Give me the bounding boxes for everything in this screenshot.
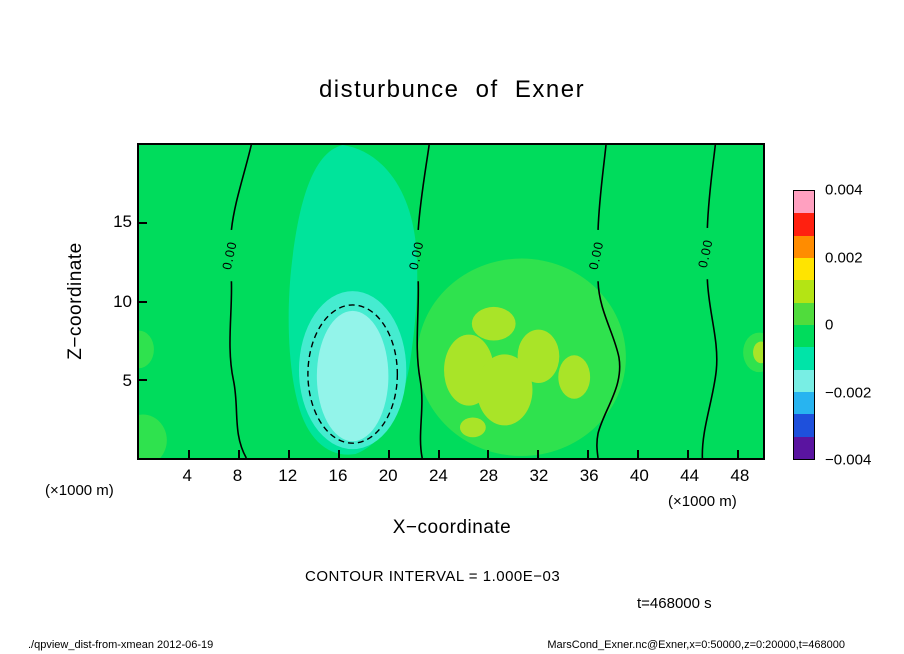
y-axis-tick xyxy=(139,222,147,225)
x-tick-label: 24 xyxy=(428,466,448,485)
zero-contour-label: 0.00 xyxy=(586,240,607,271)
zero-contour-1-upper xyxy=(230,145,253,230)
x-tick-label: 8 xyxy=(232,466,243,485)
y-axis-unit: (×1000 m) xyxy=(45,482,114,499)
x-axis-tick xyxy=(587,450,590,458)
x-tick-label: 44 xyxy=(680,466,700,485)
x-axis-tick xyxy=(387,450,390,458)
positive-patch-blob xyxy=(476,354,533,426)
colorbar-segment xyxy=(794,324,814,348)
x-tick-label: 20 xyxy=(378,466,398,485)
x-tick-labels: 4 8 12 16 20 24 28 32 36 40 44 48 xyxy=(137,466,765,488)
x-axis-tick xyxy=(537,450,540,458)
zero-contour-2-upper xyxy=(417,145,430,230)
x-axis-tick xyxy=(337,450,340,458)
colorbar-tick-label: −0.004 xyxy=(825,451,872,469)
positive-patch-blob xyxy=(517,329,560,383)
x-axis-tick xyxy=(487,450,490,458)
zero-contour-4-lower xyxy=(701,279,718,458)
figure-title: disturbunce of Exner xyxy=(318,76,586,103)
x-axis-tick xyxy=(287,450,290,458)
colorbar xyxy=(793,190,815,460)
colorbar-segment xyxy=(794,213,814,236)
colorbar-segment xyxy=(794,347,814,370)
footer-command-text: ./qpview_dist-from-xmean 2012-06-19 xyxy=(28,639,214,651)
colorbar-segment xyxy=(794,302,814,325)
footer-source-text: MarsCond_Exner.nc@Exner,x=0:50000,z=0:20… xyxy=(547,639,845,651)
x-axis-tick xyxy=(187,450,190,458)
contour-labels: 0.00 0.00 0.00 0.00 xyxy=(219,238,716,271)
zero-contour-3-lower xyxy=(596,281,621,458)
x-axis-tick xyxy=(437,450,440,458)
y-axis-tick xyxy=(139,378,147,381)
left-edge-patch-bottom xyxy=(139,414,167,458)
y-tick-label: 5 xyxy=(122,370,132,390)
zero-contour-1-lower xyxy=(229,281,248,458)
field-fill-layers xyxy=(139,145,763,458)
colorbar-segment xyxy=(794,257,814,281)
colorbar-segment xyxy=(794,280,814,303)
colorbar-labels: 0.004 0.002 0 −0.002 −0.004 xyxy=(825,182,895,469)
x-axis-label: X−coordinate xyxy=(392,517,512,538)
x-tick-label: 32 xyxy=(529,466,549,485)
contour-field-plot: 0.00 0.00 0.00 0.00 xyxy=(139,145,763,458)
colorbar-tick-label: −0.002 xyxy=(825,384,872,401)
y-tick-label: 10 xyxy=(113,291,132,311)
y-axis-tick xyxy=(139,300,147,303)
negative-dashed-contour xyxy=(307,304,399,444)
y-axis-label: Z−coordinate xyxy=(65,242,86,360)
plot-area: 0.00 0.00 0.00 0.00 xyxy=(137,143,765,460)
x-axis-tick xyxy=(687,450,690,458)
x-tick-label: 16 xyxy=(328,466,348,485)
x-tick-label: 4 xyxy=(182,466,192,485)
colorbar-segment xyxy=(794,369,814,392)
colorbar-segment xyxy=(794,414,814,437)
y-tick-labels: 5 10 15 xyxy=(92,143,132,460)
positive-patch-blob xyxy=(459,417,486,438)
x-axis-unit: (×1000 m) xyxy=(668,493,737,510)
x-tick-label: 40 xyxy=(629,466,649,485)
x-tick-label: 12 xyxy=(278,466,298,485)
colorbar-segment xyxy=(794,191,814,214)
y-tick-layer xyxy=(139,145,763,458)
zero-contour-label: 0.00 xyxy=(219,240,240,271)
colorbar-tick-label: 0.004 xyxy=(825,181,863,199)
time-annotation: t=468000 s xyxy=(637,595,712,612)
x-axis-tick xyxy=(637,450,640,458)
colorbar-tick-label: 0 xyxy=(825,316,834,334)
positive-patches xyxy=(444,306,591,438)
negative-inner-fill xyxy=(316,310,389,442)
right-edge-positive-spot xyxy=(753,341,763,364)
positive-patch-blob xyxy=(471,306,516,341)
x-tick-label: 48 xyxy=(730,466,750,485)
colorbar-tick-label: 0.002 xyxy=(825,249,863,266)
left-edge-patch-mid xyxy=(139,330,154,369)
positive-patch-blob xyxy=(558,355,591,399)
x-tick-label: 28 xyxy=(479,466,499,485)
zero-contour-3-upper xyxy=(597,145,607,230)
y-tick-label: 15 xyxy=(113,212,132,232)
zero-contour-label: 0.00 xyxy=(406,240,427,271)
contour-interval-text: CONTOUR INTERVAL = 1.000E−03 xyxy=(305,568,561,585)
zero-contour-label: 0.00 xyxy=(695,238,716,269)
zero-contour-4-upper xyxy=(706,145,717,228)
x-axis-tick xyxy=(737,450,740,458)
colorbar-segment xyxy=(794,235,814,258)
colorbar-segment xyxy=(794,391,814,415)
x-axis-tick xyxy=(237,450,240,458)
zero-contour-lines xyxy=(229,145,718,458)
colorbar-segment xyxy=(794,436,814,459)
x-tick-layer xyxy=(139,145,763,458)
zero-contour-2-lower xyxy=(416,281,423,458)
x-tick-label: 36 xyxy=(579,466,599,485)
